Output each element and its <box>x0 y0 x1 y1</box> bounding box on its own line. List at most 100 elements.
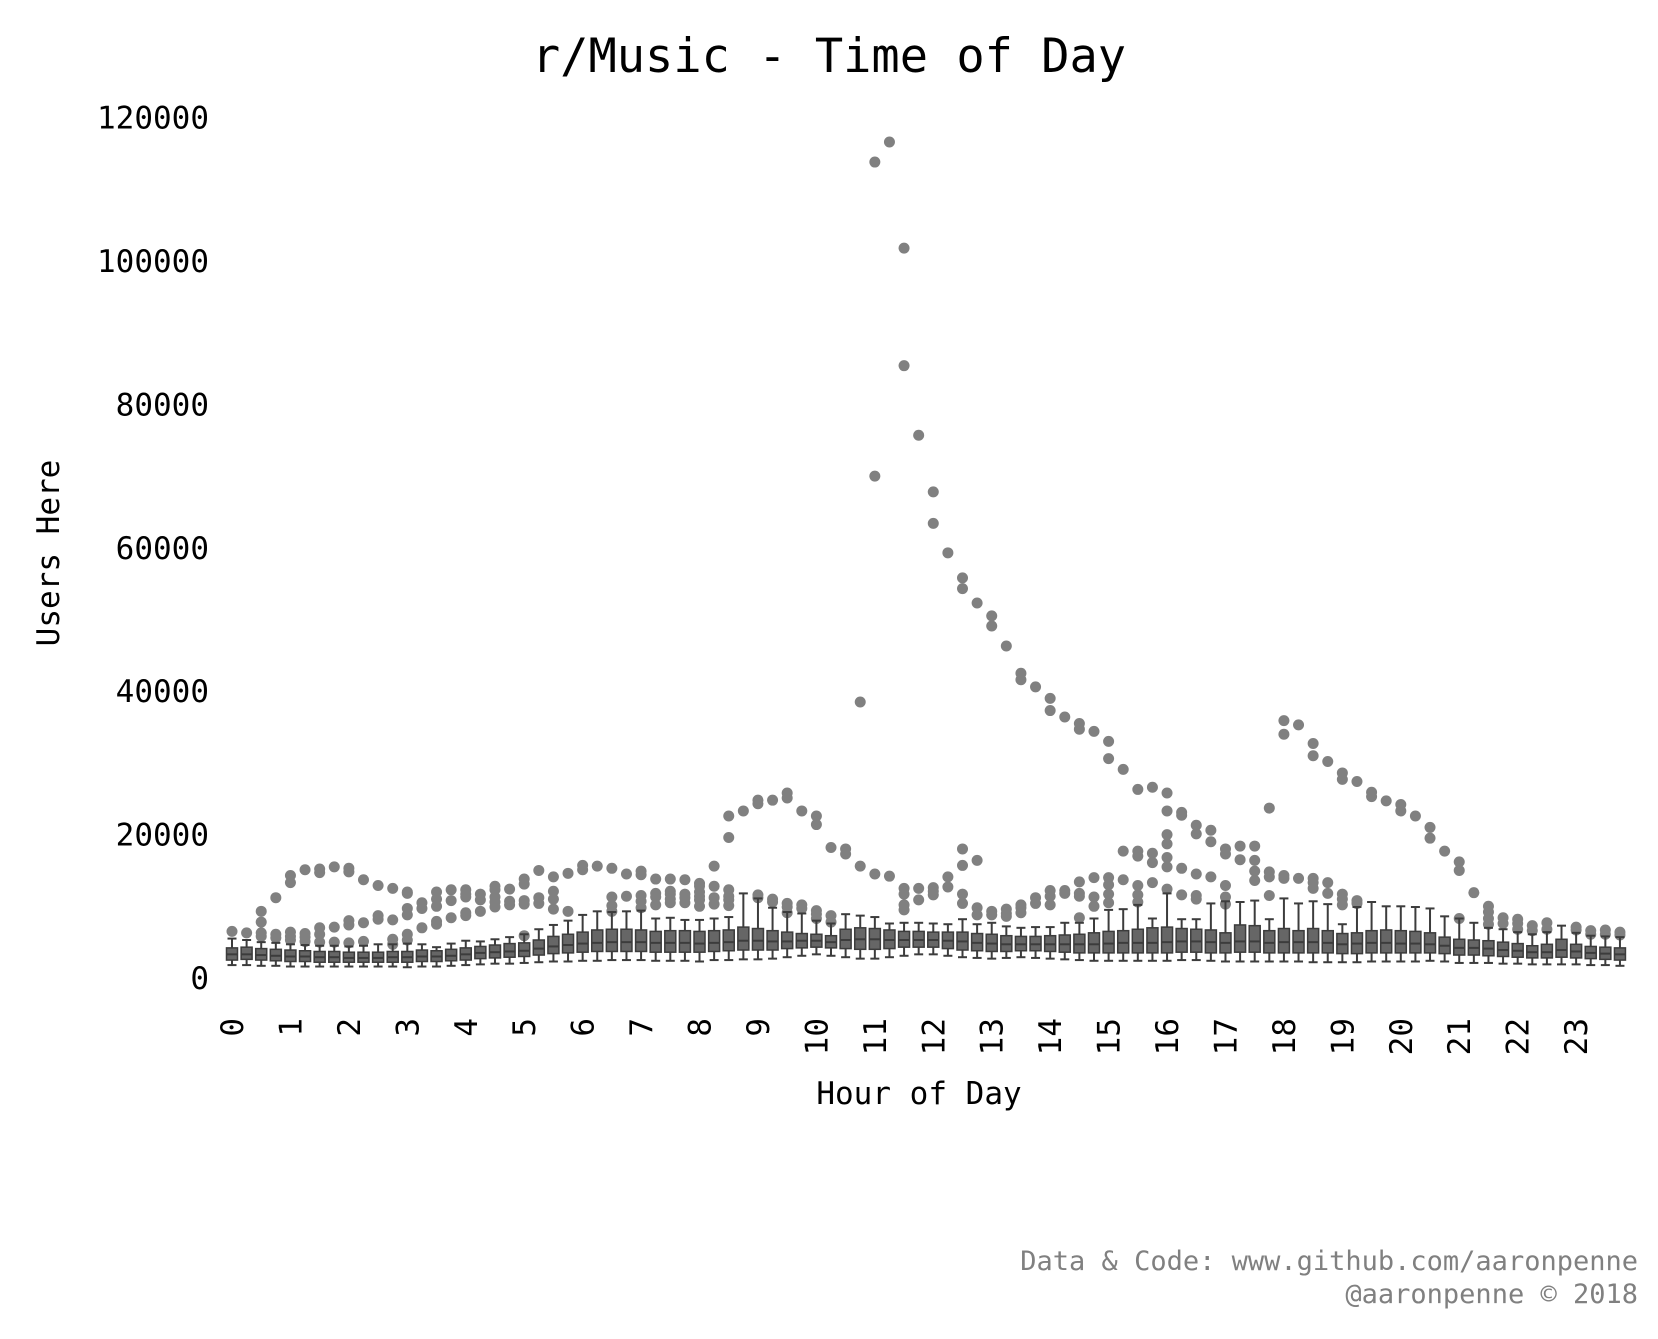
outlier-point <box>357 935 369 947</box>
box-whisker <box>1409 906 1422 963</box>
outlier-point <box>708 892 720 904</box>
outlier-point <box>606 891 618 903</box>
x-tick-label: 11 <box>858 1018 894 1055</box>
box-whisker <box>1540 931 1554 966</box>
outlier-point <box>737 805 749 817</box>
outlier-point <box>547 871 559 883</box>
x-tick-label: 18 <box>1267 1018 1303 1055</box>
box-whisker <box>1000 925 1013 959</box>
outlier-point <box>1132 889 1144 901</box>
outlier-point <box>357 917 369 929</box>
outlier-point <box>1336 888 1348 900</box>
outlier-point <box>913 429 925 441</box>
outlier-point <box>343 862 355 874</box>
outlier-point <box>401 928 413 940</box>
outlier-point <box>957 897 968 909</box>
outlier-point <box>547 885 559 897</box>
outlier-point <box>869 868 881 880</box>
outlier-point <box>620 890 632 902</box>
outlier-point <box>781 787 793 799</box>
outlier-point <box>299 864 311 876</box>
outlier-point <box>270 928 282 940</box>
outlier-point <box>1103 897 1115 909</box>
outlier-point <box>1512 913 1524 925</box>
outlier-point <box>562 867 574 879</box>
box-whisker <box>415 943 429 968</box>
outlier-point <box>1161 883 1173 895</box>
outlier-point <box>1307 872 1319 884</box>
box-whisker <box>927 922 940 956</box>
outlier-point <box>869 470 881 482</box>
x-tick-label: 17 <box>1208 1018 1244 1055</box>
outlier-point <box>942 547 954 559</box>
outlier-point <box>1453 864 1465 876</box>
outlier-point <box>708 860 720 872</box>
outlier-point <box>1044 705 1056 717</box>
outlier-point <box>971 902 983 914</box>
outlier-point <box>1205 836 1217 848</box>
y-axis-label: Users Here <box>31 460 67 647</box>
outlier-point <box>562 905 574 917</box>
box-iqr <box>634 929 648 953</box>
box-iqr <box>1306 927 1320 954</box>
outlier-point <box>1293 719 1305 731</box>
box-whisker <box>371 943 385 968</box>
box-iqr <box>547 935 560 955</box>
y-tick-label: 100000 <box>97 244 209 280</box>
box-whisker <box>1175 918 1188 962</box>
outlier-point <box>314 863 326 875</box>
box-whisker <box>1131 903 1145 962</box>
outlier-point <box>986 610 998 622</box>
box-whisker <box>810 919 823 956</box>
box-iqr <box>1087 932 1101 954</box>
box-whisker <box>1116 908 1130 962</box>
outlier-point <box>1526 920 1538 932</box>
box-whisker <box>795 912 809 957</box>
box-whisker <box>897 921 911 957</box>
outlier-point <box>1424 832 1436 844</box>
box-whisker <box>853 914 867 960</box>
outlier-point <box>1073 717 1085 729</box>
box-iqr <box>766 929 779 951</box>
box-whisker <box>1102 908 1115 962</box>
outlier-point <box>357 874 369 886</box>
outlier-point <box>1263 802 1275 814</box>
outlier-point <box>957 583 968 595</box>
outlier-point <box>796 805 808 817</box>
outlier-point <box>1234 840 1246 852</box>
outlier-point <box>781 897 793 909</box>
box-whisker <box>1014 926 1028 959</box>
box-whisker <box>634 909 648 962</box>
x-tick-label: 4 <box>449 1018 485 1037</box>
box-whisker <box>591 910 604 962</box>
outlier-point <box>679 874 691 886</box>
box-iqr <box>678 929 692 953</box>
outlier-point <box>1132 880 1144 892</box>
outlier-point <box>255 927 267 939</box>
outlier-point <box>1059 885 1071 897</box>
box-whisker <box>1073 921 1086 962</box>
outlier-point <box>1599 924 1611 936</box>
outlier-point <box>825 842 837 854</box>
box-whisker <box>1555 924 1568 966</box>
box-whisker <box>1350 906 1364 964</box>
outlier-point <box>1351 776 1363 788</box>
box-iqr <box>591 929 604 953</box>
outlier-point <box>1044 692 1056 704</box>
box-whisker <box>605 911 619 962</box>
outlier-point <box>1249 865 1261 877</box>
box-whisker <box>766 906 779 960</box>
box-whisker <box>941 923 955 957</box>
box-iqr <box>1365 929 1378 954</box>
outlier-point <box>1278 715 1290 727</box>
x-tick-label: 12 <box>916 1018 952 1055</box>
box-whisker <box>912 921 925 956</box>
box-iqr <box>839 928 852 950</box>
outlier-point <box>1176 889 1188 901</box>
x-tick-label: 20 <box>1384 1018 1420 1055</box>
outlier-point <box>1322 755 1334 767</box>
outlier-point <box>1088 900 1100 912</box>
outlier-point <box>796 899 808 911</box>
outlier-point <box>474 905 486 917</box>
